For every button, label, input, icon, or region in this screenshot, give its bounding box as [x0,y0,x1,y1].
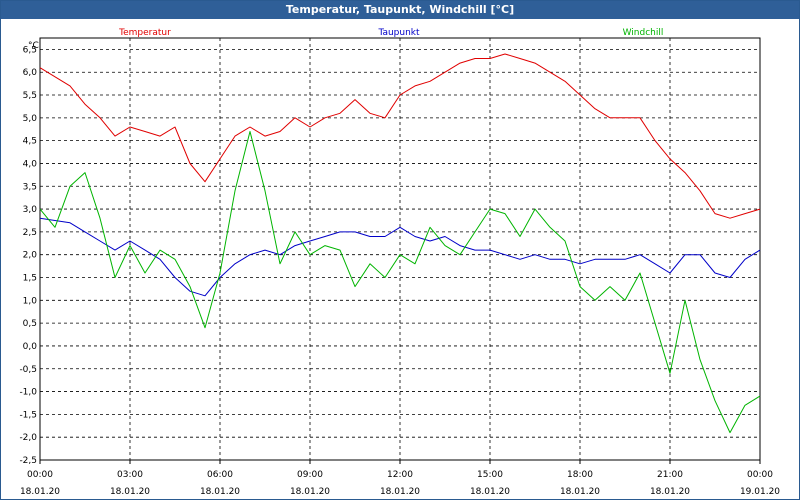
y-tick-label: -1,5 [19,410,37,420]
y-tick-label: 0,0 [23,342,38,352]
y-tick-label: 2,5 [23,228,37,238]
y-axis-label: °C [28,41,39,51]
x-tick-time: 03:00 [117,470,143,480]
x-tick-time: 06:00 [207,470,233,480]
x-tick-date: 18.01.20 [380,487,420,497]
y-tick-label: 1,5 [23,274,37,284]
x-tick-date: 18.01.20 [200,487,240,497]
series-lines [39,53,761,434]
y-tick-label: 3,5 [23,182,37,192]
x-tick-time: 21:00 [657,470,683,480]
x-tick-time: 00:00 [747,470,773,480]
axes: 6,5 6,0 5,5 5,0 4,5 4,0 3,5 3,0 2,5 2,0 1,5 1,0 0,5 0… [19,45,780,497]
x-tick-time: 12:00 [387,470,413,480]
x-tick-time: 09:00 [297,470,323,480]
x-tick-time: 18:00 [567,470,593,480]
x-tick-time: 00:00 [27,470,53,480]
legend-temperatur: Temperatur [118,28,171,38]
y-tick-label: 6,5 [23,45,37,55]
y-tick-label: 4,5 [23,137,37,147]
x-tick-date: 19.01.20 [740,487,780,497]
y-tick-label: -1,0 [19,388,37,398]
legend-windchill: Windchill [623,28,664,38]
x-tick-date: 18.01.20 [20,487,60,497]
y-tick-label: 3,0 [23,205,38,215]
legend-taupunkt: Taupunkt [377,28,420,38]
window-title: Temperatur, Taupunkt, Windchill [°C] [1,1,799,19]
y-tick-label: 2,0 [23,251,38,261]
x-tick-date: 18.01.20 [470,487,510,497]
y-tick-label: 6,0 [23,68,38,78]
legend: Temperatur Taupunkt Windchill [118,28,663,38]
series-line-taupunkt [39,217,761,297]
x-tick-time: 15:00 [477,470,503,480]
y-tick-label: 5,5 [23,91,37,101]
y-tick-label: -2,0 [19,433,37,443]
y-tick-label: 4,0 [23,159,38,169]
x-tick-date: 18.01.20 [650,487,690,497]
y-tick-label: -0,5 [19,365,37,375]
gridlines [40,38,760,460]
x-tick-date: 18.01.20 [110,487,150,497]
y-tick-label: -2,5 [19,456,37,466]
y-tick-label: 1,0 [23,296,38,306]
series-line-temperatur [39,53,761,219]
y-tick-label: 5,0 [23,114,38,124]
y-tick-label: 0,5 [23,319,37,329]
series-line-windchill [39,131,761,434]
x-tick-date: 18.01.20 [290,487,330,497]
x-tick-date: 18.01.20 [560,487,600,497]
